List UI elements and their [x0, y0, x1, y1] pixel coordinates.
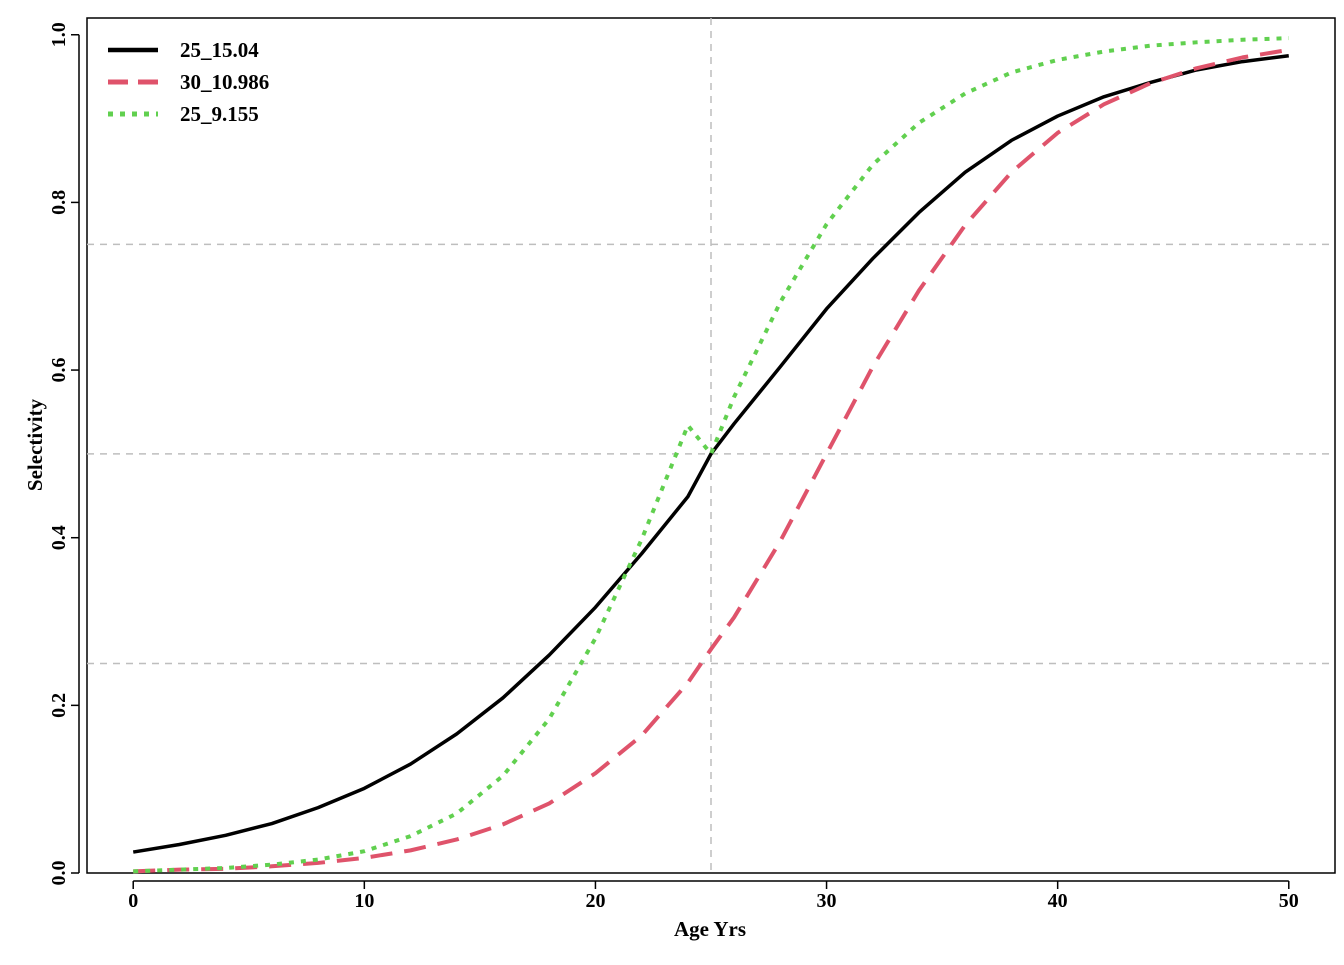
legend-label-2: 30_10.986 [180, 70, 269, 94]
series-line-3 [133, 36, 1289, 874]
y-tick-label: 0.2 [48, 693, 70, 718]
x-tick-label: 20 [585, 890, 605, 912]
y-tick-label: 0.8 [48, 190, 70, 215]
y-axis-title: Selectivity [23, 398, 47, 491]
y-tick-label: 1.0 [48, 22, 70, 47]
x-tick-label: 0 [128, 890, 138, 912]
y-tick-label: 0.0 [48, 861, 70, 886]
x-tick-label: 50 [1279, 890, 1299, 912]
x-axis: 0 10 20 30 40 50 [128, 880, 1299, 912]
y-axis: 0.0 0.2 0.4 0.6 0.8 1.0 [48, 22, 80, 886]
x-tick-label: 10 [354, 890, 374, 912]
series-line-2 [133, 47, 1290, 874]
reference-lines [87, 18, 1335, 873]
y-tick-label: 0.6 [48, 358, 70, 383]
series-line-1 [132, 53, 1290, 854]
series-layer [132, 36, 1290, 874]
x-tick-label: 30 [817, 890, 837, 912]
legend: 25_15.04 30_10.986 25_9.155 [108, 38, 269, 126]
legend-label-3: 25_9.155 [180, 102, 259, 126]
legend-label-1: 25_15.04 [180, 38, 259, 62]
y-tick-label: 0.4 [48, 525, 70, 550]
plot-border [86, 17, 1336, 874]
x-tick-label: 40 [1048, 890, 1068, 912]
x-axis-title: Age Yrs [674, 917, 746, 941]
